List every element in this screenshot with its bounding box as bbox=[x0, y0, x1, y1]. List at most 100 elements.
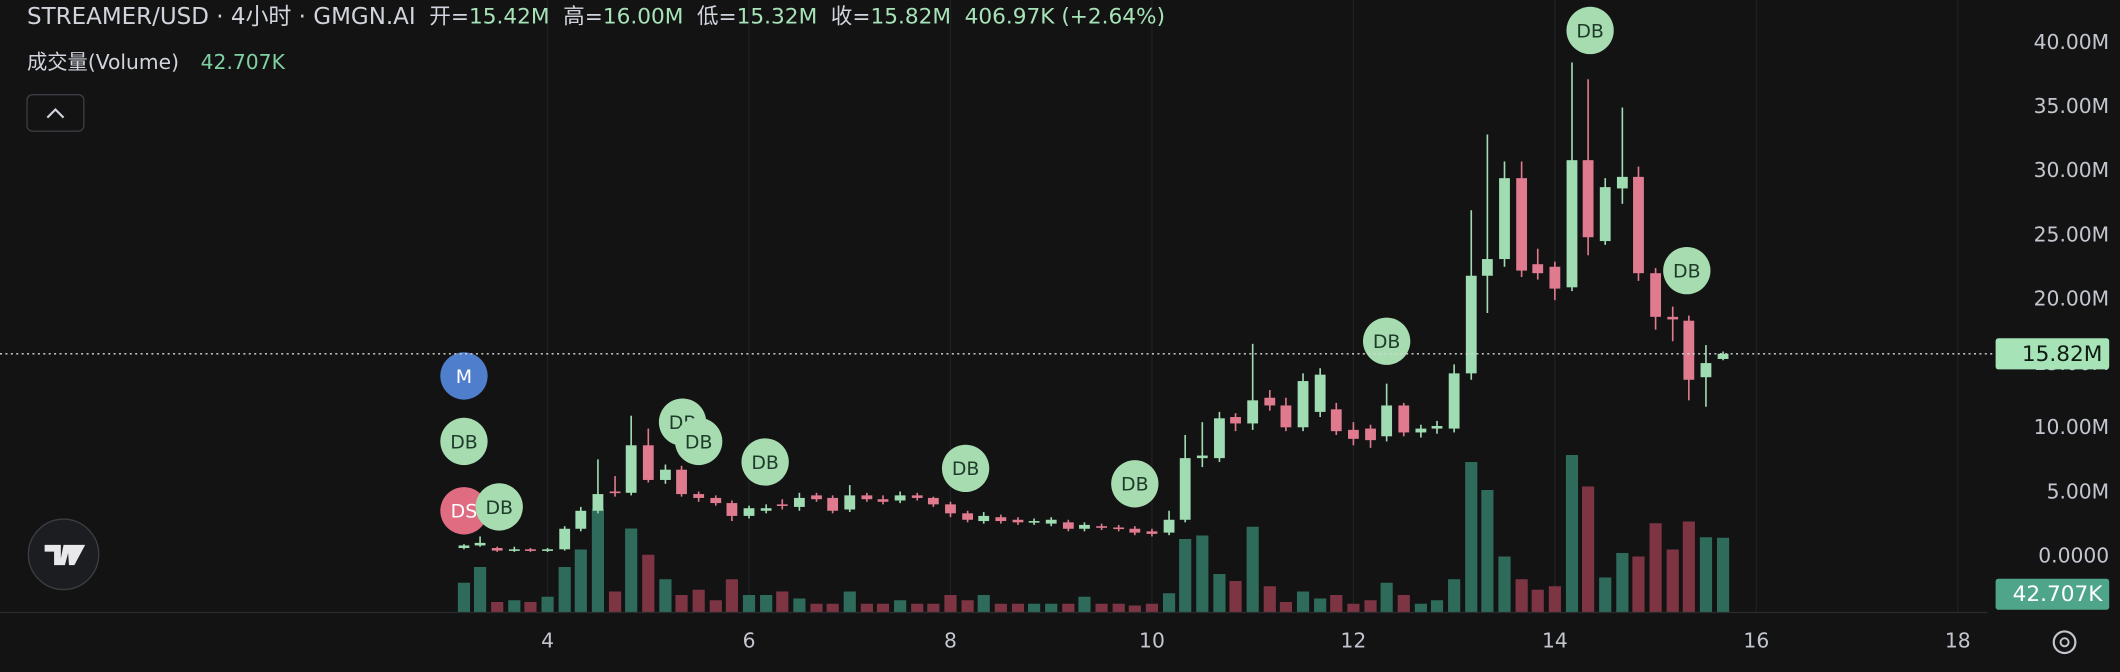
candle-body bbox=[1448, 373, 1460, 429]
field-label: 高= bbox=[563, 5, 603, 30]
marker bbox=[1663, 246, 1711, 295]
volume-box-label: 42.707K bbox=[2013, 582, 2104, 607]
candle-body bbox=[927, 497, 939, 505]
candle-body bbox=[1633, 176, 1644, 274]
volume-bar bbox=[1414, 603, 1427, 613]
logo-mark[interactable] bbox=[44, 544, 86, 566]
volume-bar bbox=[709, 600, 722, 613]
candle-body bbox=[776, 504, 788, 506]
candle-body bbox=[1700, 363, 1712, 378]
volume-bar bbox=[876, 603, 890, 613]
volume-bar bbox=[558, 566, 571, 613]
volume-bar bbox=[1112, 603, 1125, 613]
volume-bar bbox=[1582, 486, 1595, 613]
marker-label: DB bbox=[1373, 331, 1401, 353]
volume-bar bbox=[1062, 603, 1075, 613]
volume-box bbox=[1995, 578, 2110, 610]
candle-body bbox=[1616, 176, 1628, 189]
volume-bar bbox=[625, 528, 638, 613]
candle-body bbox=[1683, 320, 1695, 380]
marker bbox=[675, 417, 723, 466]
volume-bar bbox=[692, 589, 705, 613]
marker bbox=[941, 444, 990, 493]
marker-label: M bbox=[456, 366, 472, 388]
chevron-icon[interactable] bbox=[46, 108, 65, 119]
volume-bar bbox=[944, 594, 957, 613]
volume-bar bbox=[591, 509, 605, 613]
marker-label: DB bbox=[685, 431, 713, 453]
field-value: 15.82M bbox=[871, 5, 952, 30]
candle-body bbox=[642, 445, 654, 480]
volume-bar bbox=[1682, 521, 1695, 613]
volume-bar bbox=[1430, 600, 1444, 613]
candle-body bbox=[1381, 405, 1393, 437]
settings-button[interactable] bbox=[2052, 630, 2077, 655]
candle-body bbox=[1214, 418, 1225, 459]
volume-bar bbox=[725, 579, 738, 613]
volume-bar bbox=[860, 603, 873, 613]
candle-body bbox=[1431, 426, 1443, 429]
candle-body bbox=[1113, 527, 1125, 530]
axes: 0.00005.00M10.00M15.00M20.00M25.00M30.00… bbox=[0, 30, 2110, 653]
volume-bar bbox=[1515, 579, 1528, 613]
candle-body bbox=[458, 545, 470, 549]
field-label: 低= bbox=[697, 5, 737, 30]
volume-bar bbox=[911, 603, 924, 613]
collapse-button[interactable] bbox=[26, 93, 85, 132]
marker-label: DB bbox=[1673, 260, 1701, 282]
candle-body bbox=[693, 494, 705, 498]
candle-body bbox=[1549, 266, 1561, 289]
volume-bar bbox=[1347, 603, 1360, 613]
volume-bar bbox=[894, 600, 907, 613]
candle-body bbox=[894, 495, 906, 501]
x-tick-label: 12 bbox=[1341, 629, 1367, 653]
field-value: 15.42M bbox=[469, 5, 550, 30]
header: STREAMER/USD · 4小时 · GMGN.AI 成交量(Volume)… bbox=[27, 4, 1165, 74]
candle-body bbox=[962, 513, 974, 520]
volume-bar bbox=[541, 596, 554, 613]
volume-bar bbox=[776, 591, 789, 613]
volume-bar bbox=[843, 591, 856, 613]
volume-bar bbox=[1078, 596, 1091, 613]
collapse-button-frame[interactable] bbox=[26, 93, 85, 132]
candle-body bbox=[1415, 428, 1427, 433]
candle-body bbox=[1196, 455, 1208, 459]
candle-body bbox=[1012, 519, 1024, 523]
gear-center[interactable] bbox=[2059, 637, 2070, 648]
candle-body bbox=[1499, 178, 1510, 260]
volume-bar bbox=[1397, 594, 1410, 613]
gear-icon[interactable] bbox=[2052, 630, 2077, 655]
candle-body bbox=[660, 469, 671, 480]
volume-bar bbox=[977, 594, 990, 613]
marker-label: DB bbox=[1576, 20, 1604, 42]
candle-body bbox=[726, 503, 738, 516]
candle-body bbox=[592, 494, 604, 511]
y-tick-label: 0.0000 bbox=[2038, 544, 2109, 568]
volume-bar bbox=[675, 594, 688, 613]
field-value: 15.32M bbox=[737, 5, 818, 30]
volume-bar bbox=[508, 600, 521, 613]
candle-body bbox=[1028, 521, 1040, 523]
tv-logo[interactable] bbox=[27, 518, 100, 591]
volume-bar bbox=[574, 549, 587, 613]
candle-body bbox=[1264, 397, 1276, 406]
candle-body bbox=[1062, 522, 1074, 529]
volume-bar bbox=[1314, 598, 1327, 613]
volume-bar bbox=[1531, 589, 1544, 613]
candle-body bbox=[877, 499, 889, 502]
volume-bar bbox=[1279, 601, 1293, 613]
y-tick-label: 30.00M bbox=[2034, 158, 2110, 182]
volume-bar bbox=[659, 579, 672, 613]
candle-body bbox=[978, 515, 990, 522]
volume-bar bbox=[1213, 573, 1226, 613]
candle-body bbox=[1163, 519, 1175, 533]
marker bbox=[440, 487, 488, 535]
candle-body bbox=[491, 548, 503, 551]
volume-bar bbox=[994, 603, 1007, 613]
candle-body bbox=[1481, 259, 1493, 276]
volume-bar bbox=[1632, 556, 1645, 613]
volume-bar bbox=[1599, 577, 1612, 613]
candle-body bbox=[861, 495, 873, 500]
field-value: 16.00M bbox=[603, 5, 684, 30]
volume-bar bbox=[1717, 537, 1730, 613]
